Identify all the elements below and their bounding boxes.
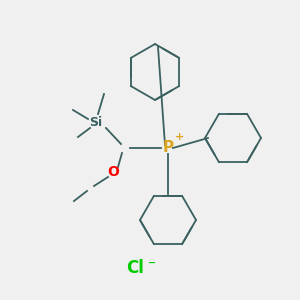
Text: ⁻: ⁻ — [148, 259, 156, 274]
Text: +: + — [174, 132, 184, 142]
Text: O: O — [107, 165, 119, 179]
Text: Cl: Cl — [126, 259, 144, 277]
Text: Si: Si — [89, 116, 103, 128]
Text: P: P — [162, 140, 174, 155]
